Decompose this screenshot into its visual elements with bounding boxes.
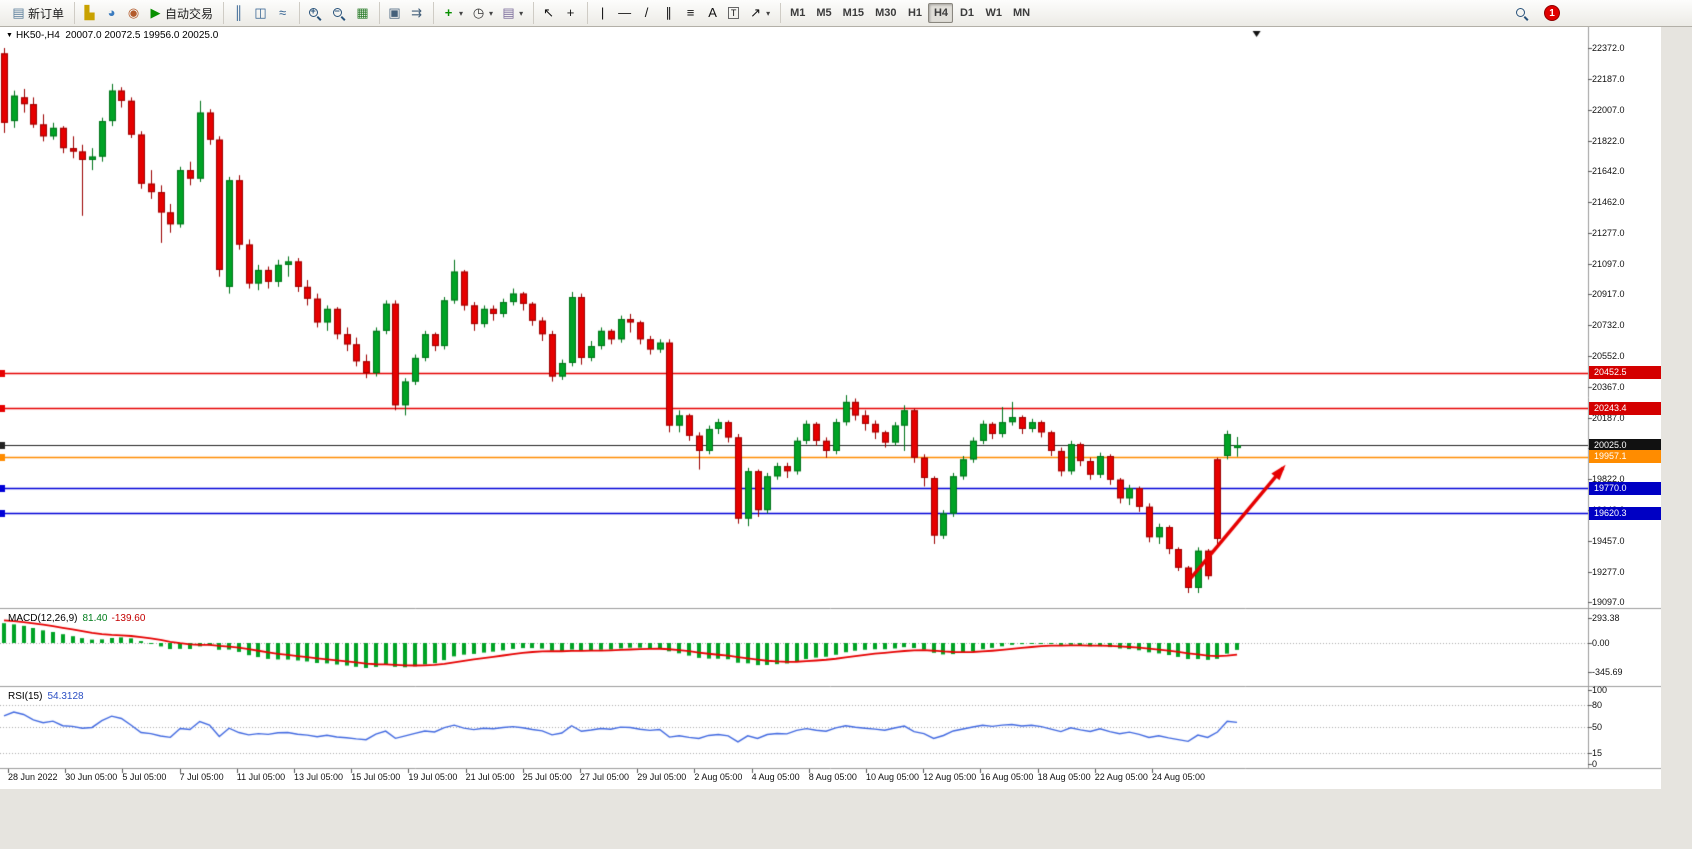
new-order-icon: ▤ xyxy=(12,5,25,20)
cursor-button[interactable]: ↖ xyxy=(538,2,559,24)
indicators-icon: + xyxy=(444,5,453,20)
toolbar-group-chart-type: ║ ◫ ≈ xyxy=(223,2,297,24)
auto-arrange-button[interactable]: ▣ xyxy=(384,2,405,24)
chart-shift-button[interactable]: ⇉ xyxy=(406,2,427,24)
text-label-button[interactable]: T xyxy=(724,2,744,24)
tile-windows-icon: ▦ xyxy=(356,5,369,20)
line-chart-button[interactable]: ≈ xyxy=(272,2,293,24)
auto-arrange-icon: ▣ xyxy=(388,5,401,20)
charts-window-icon: ▙ xyxy=(84,5,95,20)
crosshair-icon: + xyxy=(566,5,575,20)
chart-window: ▼ HK50-,H4 20007.0 20072.5 19956.0 20025.… xyxy=(0,27,1661,789)
zoom-out-icon: − xyxy=(332,6,347,21)
channel-icon: ∥ xyxy=(665,5,672,20)
charts-window-button[interactable]: ▙ xyxy=(79,2,100,24)
bars-chart-icon: ║ xyxy=(233,5,244,20)
fibonacci-button[interactable]: ≡ xyxy=(680,2,701,24)
tf-m30-button[interactable]: M30 xyxy=(875,7,897,19)
news-icon: ◉ xyxy=(127,5,140,20)
line-chart-icon: ≈ xyxy=(278,5,287,20)
trendline-button[interactable]: / xyxy=(636,2,657,24)
templates-icon: ▤ xyxy=(502,5,515,20)
news-button[interactable]: ◉ xyxy=(123,2,144,24)
horizontal-line-icon: — xyxy=(618,5,632,20)
notification-badge[interactable]: 1 xyxy=(1544,5,1560,21)
arrows-tool-icon: ↗ xyxy=(750,5,762,20)
tf-m5-button[interactable]: M5 xyxy=(816,7,832,19)
fibonacci-icon: ≡ xyxy=(686,5,695,20)
vertical-line-button[interactable]: | xyxy=(592,2,613,24)
toolbar-right: 1 xyxy=(1511,2,1688,24)
vertical-line-icon: | xyxy=(600,5,605,20)
trendline-icon: / xyxy=(644,5,649,20)
chart-canvas[interactable] xyxy=(0,27,1661,789)
channel-button[interactable]: ∥ xyxy=(658,2,679,24)
tf-d1-button[interactable]: D1 xyxy=(959,7,974,19)
periods-icon: ◷ xyxy=(472,5,485,20)
bars-chart-button[interactable]: ║ xyxy=(228,2,249,24)
toolbar-group-draw: | — / ∥ ≡ A T ↗ ▾ xyxy=(587,2,778,24)
zoom-in-icon: + xyxy=(308,6,323,21)
indicators-button[interactable]: + ▾ xyxy=(438,2,467,24)
tf-m15-button[interactable]: M15 xyxy=(842,7,865,19)
tile-windows-button[interactable]: ▦ xyxy=(352,2,373,24)
arrows-tool-button[interactable]: ↗ ▾ xyxy=(750,5,771,20)
templates-button[interactable]: ▤ ▾ xyxy=(502,5,524,20)
toolbar-group-trade: ▤ 新订单 xyxy=(4,2,72,24)
search-button[interactable] xyxy=(1511,2,1534,24)
toolbar-group-windows: ▙ ◕ ◉ ▶ 自动交易 xyxy=(74,2,221,24)
toolbar-group-arrange: ▣ ⇉ xyxy=(379,2,431,24)
profiles-icon: ◕ xyxy=(107,5,116,20)
autotrade-button[interactable]: ▶ 自动交易 xyxy=(150,5,214,21)
text-icon: A xyxy=(708,5,717,20)
periods-button[interactable]: ◷ ▾ xyxy=(472,5,494,20)
toolbar-group-cursor: ↖ + xyxy=(533,2,585,24)
tf-m1-button[interactable]: M1 xyxy=(790,7,806,19)
crosshair-button[interactable]: + xyxy=(560,2,581,24)
search-icon xyxy=(1515,6,1530,21)
chart-shift-icon: ⇉ xyxy=(411,5,422,20)
toolbar-group-zoom: + − ▦ xyxy=(299,2,377,24)
cursor-icon: ↖ xyxy=(543,5,555,20)
profiles-button[interactable]: ◕ xyxy=(101,2,122,24)
tf-w1-button[interactable]: W1 xyxy=(985,7,1002,19)
text-label-icon: T xyxy=(728,7,740,19)
tf-h1-button[interactable]: H1 xyxy=(907,7,922,19)
candlestick-chart-icon: ◫ xyxy=(254,5,267,20)
toolbar-groups: ▤ 新订单 ▙ ◕ ◉ ▶ 自动交易 ║ ◫ ≈ + − ▦ ▣ ⇉ + ▾ ◷ ▾ ▤ ▾ ↖ + | — / ∥ ≡ A T ↗ ▾ M1 M… xyxy=(4,0,1039,26)
tf-h4-button[interactable]: H4 xyxy=(928,3,954,23)
toolbar-group-timeframes: M1 M5 M15 M30 H1 H4 D1 W1 MN xyxy=(780,3,1039,23)
text-button[interactable]: A xyxy=(702,2,723,24)
horizontal-line-button[interactable]: — xyxy=(614,2,635,24)
zoom-out-button[interactable]: − xyxy=(328,2,351,24)
toolbar: ▤ 新订单 ▙ ◕ ◉ ▶ 自动交易 ║ ◫ ≈ + − ▦ ▣ ⇉ + ▾ ◷ ▾ ▤ ▾ ↖ + | — / ∥ ≡ A T ↗ ▾ M1 M… xyxy=(0,0,1692,27)
zoom-in-button[interactable]: + xyxy=(304,2,327,24)
tf-mn-button[interactable]: MN xyxy=(1012,7,1031,19)
autotrade-icon: ▶ xyxy=(150,5,161,20)
candlestick-chart-button[interactable]: ◫ xyxy=(250,2,271,24)
toolbar-group-insert: + ▾ ◷ ▾ ▤ ▾ xyxy=(433,2,531,24)
new-order-button[interactable]: ▤ 新订单 xyxy=(12,5,65,21)
